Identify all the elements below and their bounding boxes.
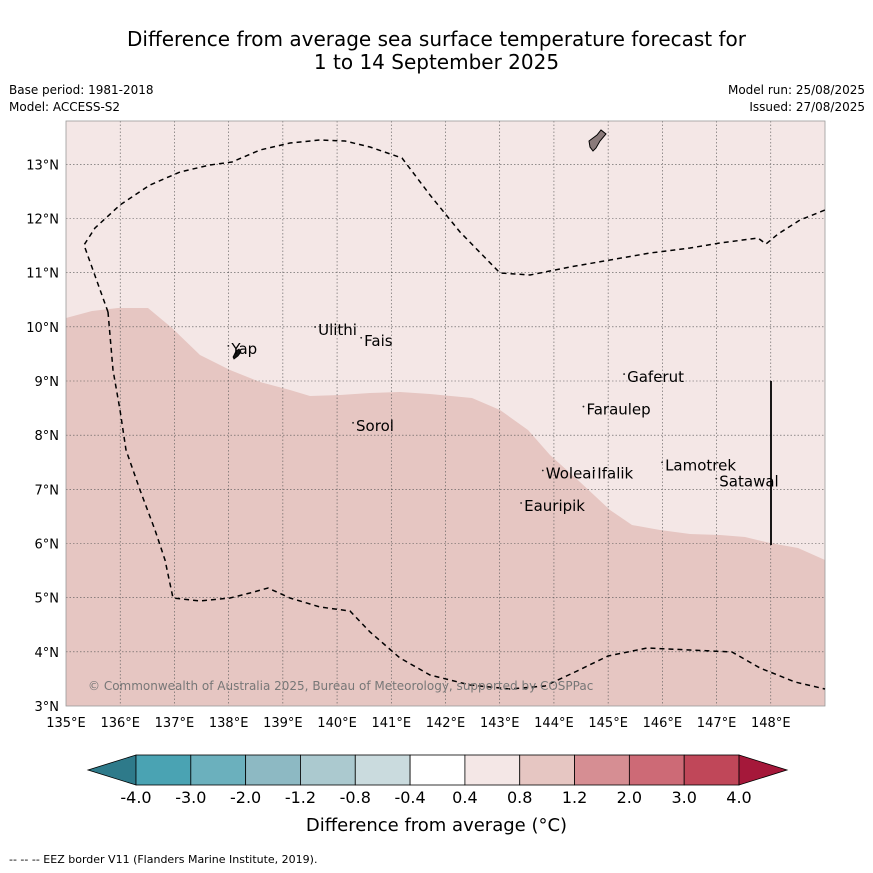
lon-tick-label: 135°E <box>46 716 86 731</box>
lon-tick-label: 138°E <box>209 716 249 731</box>
colorbar-swatch <box>354 754 411 786</box>
place-label-yap: Yap <box>230 340 257 358</box>
lat-tick-label: 13°N <box>26 158 59 173</box>
colorbar-tick-label: -0.4 <box>394 788 425 807</box>
colorbar-swatch <box>190 754 247 786</box>
place-label-faraulep: Faraulep <box>586 401 650 419</box>
colorbar-tick-label: 3.0 <box>671 788 696 807</box>
eez-border-south <box>107 311 826 690</box>
lon-tick-label: 144°E <box>534 716 574 731</box>
model-name: Model: ACCESS-S2 <box>9 100 121 114</box>
colorbar-arrow-low <box>86 754 137 786</box>
colorbar-title: Difference from average (°C) <box>305 815 568 836</box>
place-label-sorol: Sorol <box>356 417 394 435</box>
grid-lines <box>66 121 825 706</box>
colorbar-tick-label: 4.0 <box>726 788 751 807</box>
colorbar-swatch <box>409 754 466 786</box>
place-marker <box>541 469 544 472</box>
lat-tick-label: 12°N <box>26 213 59 228</box>
lat-tick-label: 6°N <box>35 538 60 553</box>
lon-tick-label: 143°E <box>480 716 520 731</box>
guam-island <box>588 129 607 152</box>
colorbar-tick-label: 1.2 <box>562 788 587 807</box>
colorbar-swatch <box>519 754 575 786</box>
place-label-woleai: Woleai <box>546 465 596 483</box>
footnote: -- -- -- EEZ border V11 (Flanders Marine… <box>9 853 318 866</box>
lon-tick-label: 140°E <box>317 716 357 731</box>
map-title: Difference from average sea surface temp… <box>0 28 873 74</box>
place-label-ulithi: Ulithi <box>318 321 357 339</box>
lon-tick-label: 136°E <box>100 716 140 731</box>
colorbar-swatch <box>464 754 521 786</box>
issued-date: Issued: 27/08/2025 <box>749 100 865 114</box>
place-label-satawal: Satawal <box>719 473 778 491</box>
lat-tick-label: 5°N <box>35 592 60 607</box>
lon-tick-label: 147°E <box>697 716 737 731</box>
lat-tick-label: 4°N <box>35 646 60 661</box>
colorbar-tick-label: -1.2 <box>285 788 316 807</box>
place-marker <box>227 345 230 347</box>
lat-tick-label: 7°N <box>35 483 60 498</box>
colorbar-tick-label: 0.4 <box>452 788 477 807</box>
place-markers <box>227 326 718 504</box>
colorbar-swatch <box>135 754 192 786</box>
lat-tick-label: 3°N <box>35 700 60 715</box>
lon-tick-label: 139°E <box>263 716 303 731</box>
colorbar-tick-label: -3.0 <box>175 788 206 807</box>
lon-tick-label: 146°E <box>643 716 683 731</box>
place-marker <box>520 502 523 504</box>
latitude-labels: 3°N 4°N 5°N 6°N 7°N 8°N 9°N 10°N 11°N 12°N 13°N <box>26 158 59 715</box>
colorbar-arrow-high <box>738 754 789 786</box>
colorbar-tick-label: 2.0 <box>617 788 642 807</box>
place-marker <box>314 326 316 328</box>
colorbar-swatch <box>683 754 740 786</box>
place-label-fais: Fais <box>364 332 393 350</box>
colorbar <box>86 754 789 786</box>
colorbar-tick-labels: -4.0 -3.0 -2.0 -1.2 -0.8 -0.4 0.4 0.8 1.2 2.0 3.0 4… <box>120 788 751 807</box>
lat-tick-label: 11°N <box>26 267 59 282</box>
place-marker <box>352 421 354 424</box>
model-run: Model run: 25/08/2025 <box>727 83 865 97</box>
yap-island <box>232 348 242 360</box>
colorbar-swatch <box>300 754 356 786</box>
map-frame <box>65 120 826 707</box>
title-line-2: 1 to 14 September 2025 <box>313 50 560 74</box>
colorbar-tick-label: 0.8 <box>507 788 532 807</box>
place-marker <box>715 477 718 480</box>
longitude-labels: 135°E 136°E 137°E 138°E 139°E 140°E 141°E 142°E… <box>46 716 790 731</box>
colorbar-tick-label: -0.8 <box>340 788 371 807</box>
place-labels: Yap Ulithi Fais Gaferut Faraulep Sorol Lamotre… <box>230 321 778 515</box>
place-marker <box>623 373 626 375</box>
base-period: Base period: 1981-2018 <box>9 83 154 97</box>
place-marker <box>360 336 363 339</box>
lat-tick-label: 8°N <box>35 429 60 444</box>
place-marker <box>661 461 663 464</box>
lat-tick-label: 10°N <box>26 321 59 336</box>
colorbar-tick-label: -2.0 <box>230 788 261 807</box>
lon-tick-label: 141°E <box>372 716 412 731</box>
place-label-eauripik: Eauripik <box>524 497 585 515</box>
meta-left: Base period: 1981-2018 Model: ACCESS-S2 <box>9 82 154 116</box>
colorbar-swatch <box>628 754 685 786</box>
meta-right: Model run: 25/08/2025 Issued: 27/08/2025 <box>728 82 865 116</box>
title-line-1: Difference from average sea surface temp… <box>126 27 746 51</box>
colorbar-swatch <box>245 754 301 786</box>
lon-tick-label: 148°E <box>751 716 791 731</box>
lon-tick-label: 137°E <box>155 716 195 731</box>
place-label-lamotrek: Lamotrek <box>665 456 736 474</box>
place-label-gaferut: Gaferut <box>627 368 684 386</box>
colorbar-tick-label: -4.0 <box>120 788 151 807</box>
lon-tick-label: 142°E <box>426 716 466 731</box>
lat-tick-label: 9°N <box>35 375 60 390</box>
place-label-ifalik: Ifalik <box>597 465 633 483</box>
copyright-text: © Commonwealth of Australia 2025, Bureau… <box>88 679 593 693</box>
colorbar-swatch <box>574 754 630 786</box>
lon-tick-label: 145°E <box>588 716 628 731</box>
place-marker <box>582 405 585 408</box>
place-marker <box>593 469 596 472</box>
